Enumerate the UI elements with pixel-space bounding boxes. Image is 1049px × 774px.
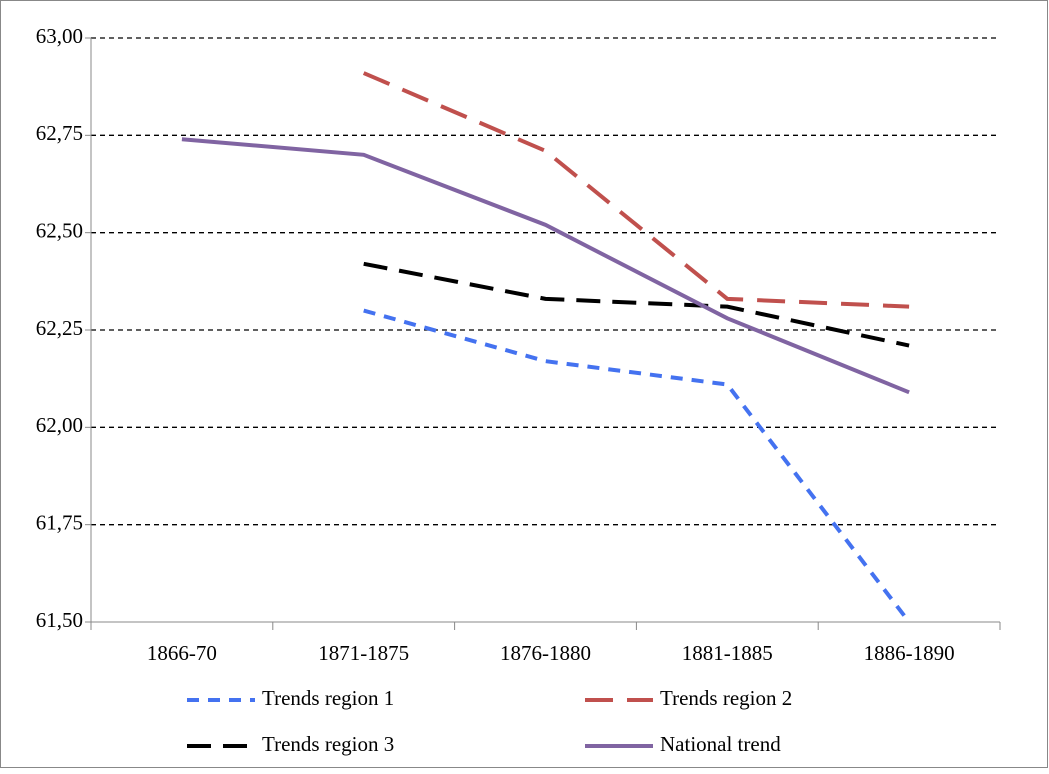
x-tick-label: 1881-1885: [682, 641, 773, 665]
legend-label: Trends region 1: [262, 686, 394, 710]
y-tick-label: 62,50: [36, 218, 83, 242]
y-tick-label: 63,00: [36, 24, 83, 48]
series-line: [363, 261, 910, 348]
x-tick-label: 1886-1890: [864, 641, 955, 665]
y-tick-label: 61,50: [36, 608, 83, 632]
x-tick-label: 1876-1880: [500, 641, 591, 665]
y-tick-label: 61,75: [36, 510, 83, 534]
series-line: [363, 308, 911, 624]
legend-label: National trend: [660, 732, 781, 756]
series-line: [181, 137, 910, 395]
y-tick-label: 62,00: [36, 413, 83, 437]
legend-label: Trends region 2: [660, 686, 792, 710]
series-line: [362, 71, 910, 309]
y-tick-label: 62,75: [36, 121, 83, 145]
x-tick-label: 1866-70: [147, 641, 217, 665]
y-tick-label: 62,25: [36, 316, 83, 340]
x-tick-label: 1871-1875: [318, 641, 409, 665]
legend-label: Trends region 3: [262, 732, 394, 756]
